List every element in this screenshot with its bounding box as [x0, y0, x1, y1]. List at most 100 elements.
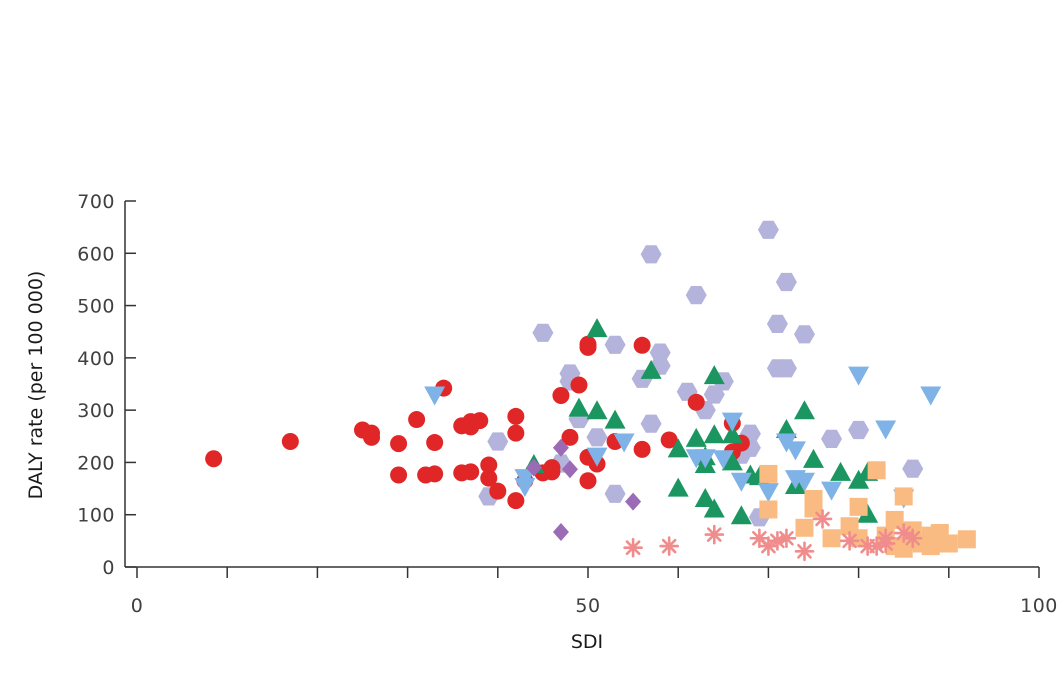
data-point [543, 459, 561, 477]
data-point [480, 456, 498, 474]
data-point [939, 534, 958, 553]
data-point [604, 409, 626, 429]
data-point [363, 424, 381, 442]
data-point [821, 429, 842, 448]
data-point [281, 433, 299, 451]
data-point [775, 419, 797, 439]
data-point [793, 400, 815, 420]
y-tick-label: 400 [77, 348, 115, 370]
data-point [804, 490, 823, 509]
data-point [784, 441, 806, 461]
data-point [703, 365, 725, 385]
data-point [462, 463, 480, 481]
data-point [660, 431, 678, 449]
data-point [794, 325, 815, 344]
data-point [552, 387, 570, 405]
data-point [766, 314, 788, 333]
data-point [426, 465, 444, 483]
data-point [471, 412, 489, 430]
data-point [613, 433, 635, 453]
data-point [839, 531, 860, 551]
data-point [703, 498, 725, 518]
data-point [849, 497, 868, 516]
x-tick-label: 50 [575, 595, 600, 617]
data-point [795, 518, 814, 537]
data-point [894, 487, 913, 506]
y-tick-label: 700 [77, 191, 115, 213]
data-points [205, 220, 976, 562]
data-point [957, 530, 976, 549]
x-tick-label: 100 [1020, 595, 1058, 617]
data-point [487, 432, 509, 451]
data-point [694, 488, 716, 508]
y-axis-title: DALY rate (per 100 000) [25, 271, 47, 500]
data-point [775, 359, 797, 378]
data-point [507, 492, 525, 510]
data-point [640, 414, 662, 433]
data-point [586, 400, 608, 420]
data-point [812, 509, 833, 529]
data-point [759, 464, 778, 483]
data-point [822, 529, 841, 548]
data-point [561, 428, 579, 446]
data-point [408, 411, 426, 429]
data-point [885, 510, 904, 529]
y-tick-label: 0 [102, 557, 115, 579]
data-point [775, 272, 797, 292]
data-point [507, 407, 525, 425]
data-point [424, 386, 446, 406]
y-tick-label: 600 [77, 243, 115, 265]
data-point [514, 477, 536, 497]
data-point [667, 438, 689, 458]
data-point [830, 461, 852, 481]
data-point [604, 484, 626, 503]
data-point [875, 420, 897, 440]
data-point [794, 541, 815, 562]
data-point [721, 412, 743, 432]
data-point [902, 459, 924, 478]
data-point [721, 424, 743, 444]
data-point [902, 528, 923, 549]
data-point [687, 393, 705, 411]
y-tick-label: 100 [77, 505, 115, 527]
data-point [821, 481, 843, 501]
axis-labels: SDI DALY rate (per 100 000) [25, 271, 603, 653]
data-point [757, 483, 779, 503]
data-point [759, 500, 778, 519]
data-point [712, 450, 734, 470]
data-point [570, 376, 588, 394]
data-point [426, 434, 444, 452]
data-point [875, 528, 896, 549]
data-point [758, 536, 779, 556]
data-point [640, 245, 662, 264]
data-point [586, 428, 608, 447]
data-point [793, 472, 815, 492]
data-point [920, 386, 942, 406]
data-point [586, 318, 608, 338]
data-point [703, 424, 725, 444]
data-point [525, 458, 542, 477]
data-point [848, 420, 870, 440]
y-tick-label: 200 [77, 452, 115, 474]
y-tick-label: 300 [77, 400, 115, 422]
data-point [625, 492, 642, 511]
data-point [489, 482, 507, 500]
data-point [579, 335, 597, 353]
data-point [480, 469, 498, 487]
data-point [623, 537, 643, 558]
data-point [568, 397, 590, 417]
data-point [848, 366, 870, 386]
data-point [633, 336, 651, 354]
axes: 0 100 200 300 400 500 600 700 0 50 100 [77, 191, 1058, 617]
data-point [704, 524, 725, 545]
data-point [730, 505, 752, 525]
data-point [552, 438, 569, 457]
data-point [640, 359, 662, 379]
x-axis-title: SDI [571, 631, 603, 653]
data-point [604, 335, 626, 354]
data-point [586, 447, 608, 467]
data-point [867, 461, 886, 480]
data-point [390, 466, 408, 484]
